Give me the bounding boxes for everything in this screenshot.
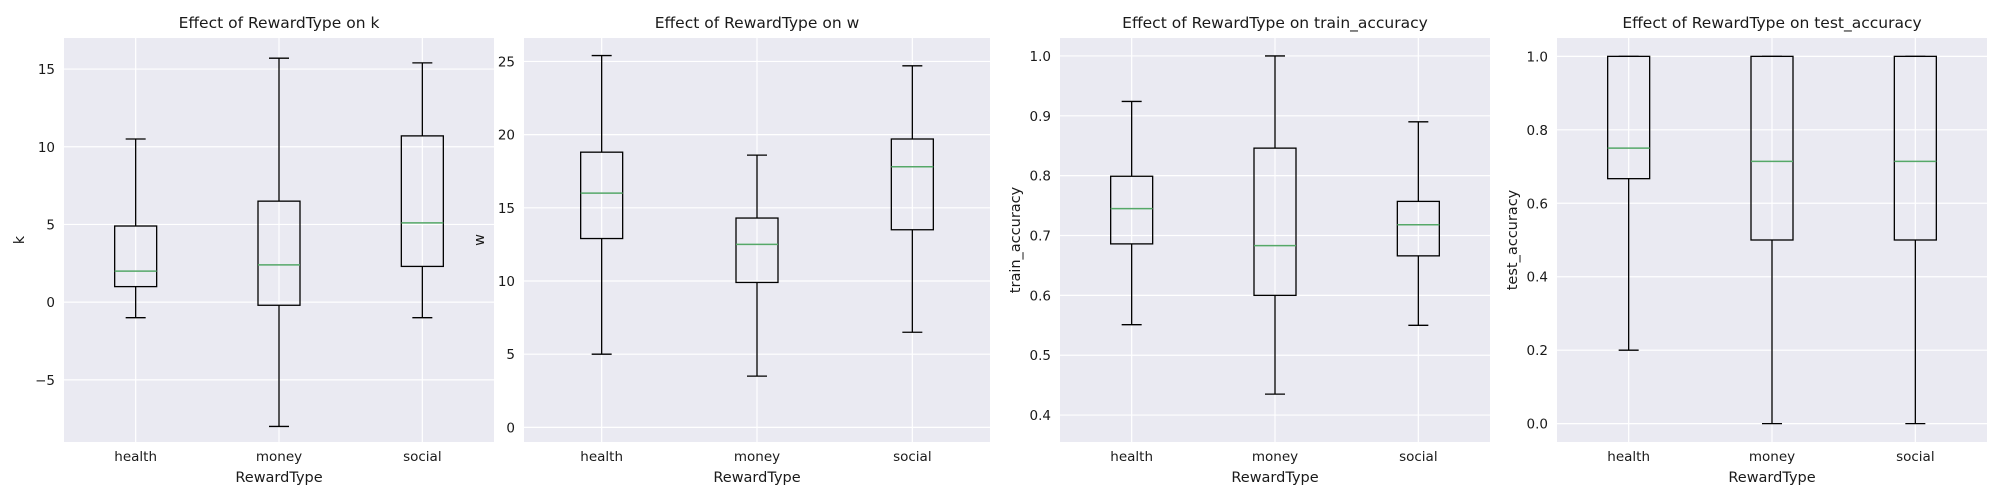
y-tick-label: 0.9	[1030, 109, 1051, 125]
box-money	[1253, 55, 1297, 395]
iqr-box	[580, 151, 624, 240]
x-tick-label: money	[256, 449, 302, 465]
x-tick-label: health	[1110, 449, 1153, 465]
chart-title: Effect of RewardType on train_accuracy	[1122, 14, 1428, 33]
box-money	[735, 154, 779, 377]
x-axis-label: RewardType	[1231, 470, 1318, 486]
box-health	[1110, 100, 1154, 326]
y-tick-label: 15	[38, 62, 55, 78]
x-tick-label: health	[114, 449, 157, 465]
x-axis-label: RewardType	[1728, 470, 1815, 486]
y-tick-label: 0.7	[1030, 229, 1051, 245]
iqr-box	[114, 225, 158, 288]
chart-panel-4: 0.0 0.2 0.4 0.6 0.8 1.0 health money social Effec…	[1505, 14, 1987, 486]
y-tick-label: 0.6	[1527, 196, 1548, 212]
y-tick-label: 0.2	[1527, 343, 1548, 359]
iqr-box	[735, 217, 779, 284]
y-tick-label: 25	[498, 54, 515, 70]
chart-title: Effect of RewardType on w	[655, 14, 860, 32]
y-tick-label: 0.0	[1527, 417, 1548, 433]
box-health	[114, 138, 158, 319]
iqr-box	[400, 135, 444, 268]
chart-title: Effect of RewardType on test_accuracy	[1622, 14, 1921, 33]
y-tick-label: 5	[506, 347, 515, 363]
y-tick-label: 15	[498, 201, 515, 217]
x-tick-label: social	[403, 449, 442, 465]
box-money	[257, 57, 301, 428]
iqr-box	[257, 200, 301, 306]
iqr-box	[1893, 55, 1937, 241]
y-axis-label: k	[12, 235, 28, 244]
y-axis-label: test_accuracy	[1505, 189, 1521, 290]
y-tick-label: 1.0	[1527, 49, 1548, 65]
y-tick-label: −5	[35, 373, 55, 389]
chart-title: Effect of RewardType on k	[179, 14, 380, 32]
y-axis-label: w	[472, 234, 488, 246]
box-health	[1607, 55, 1651, 351]
y-axis-label: train_accuracy	[1008, 186, 1024, 293]
box-health	[580, 54, 624, 355]
y-tick-label: 20	[498, 128, 515, 144]
y-tick-label: 5	[46, 217, 55, 233]
y-tick-label: 0.4	[1030, 408, 1051, 424]
box-social	[1893, 55, 1937, 425]
chart-panel-3: 0.4 0.5 0.6 0.7 0.8 0.9 1.0 health money social Ef…	[1008, 14, 1490, 486]
x-tick-label: health	[580, 449, 623, 465]
iqr-box	[1110, 175, 1154, 245]
chart-panel-1: −5 0 5 10 15 health money social Effect of Rewar…	[12, 14, 494, 486]
y-tick-label: 0.5	[1030, 348, 1051, 364]
x-tick-label: money	[1749, 449, 1795, 465]
chart-panel-2: 0 5 10 15 20 25 health money social Effect of Rew…	[472, 14, 990, 486]
x-tick-label: social	[1896, 449, 1935, 465]
y-tick-label: 0.4	[1527, 270, 1548, 286]
y-tick-label: 10	[38, 140, 55, 156]
iqr-box	[1750, 55, 1794, 241]
y-tick-label: 0.8	[1030, 169, 1051, 185]
iqr-box	[1253, 147, 1297, 297]
iqr-box	[1607, 55, 1651, 180]
y-tick-label: 0.8	[1527, 123, 1548, 139]
box-social	[400, 62, 444, 319]
x-tick-label: money	[1252, 449, 1298, 465]
y-tick-label: 0	[46, 295, 55, 311]
y-tick-label: 0.6	[1030, 288, 1051, 304]
box-money	[1750, 55, 1794, 425]
y-tick-label: 0	[506, 420, 515, 436]
x-tick-label: money	[734, 449, 780, 465]
y-tick-label: 10	[498, 274, 515, 290]
iqr-box	[1396, 200, 1440, 257]
box-social	[890, 65, 934, 333]
box-social	[1396, 121, 1440, 326]
x-axis-label: RewardType	[235, 470, 322, 486]
iqr-box	[890, 138, 934, 231]
x-tick-label: social	[893, 449, 932, 465]
x-tick-label: health	[1607, 449, 1650, 465]
y-tick-label: 1.0	[1030, 49, 1051, 65]
x-tick-label: social	[1399, 449, 1438, 465]
x-axis-label: RewardType	[713, 470, 800, 486]
